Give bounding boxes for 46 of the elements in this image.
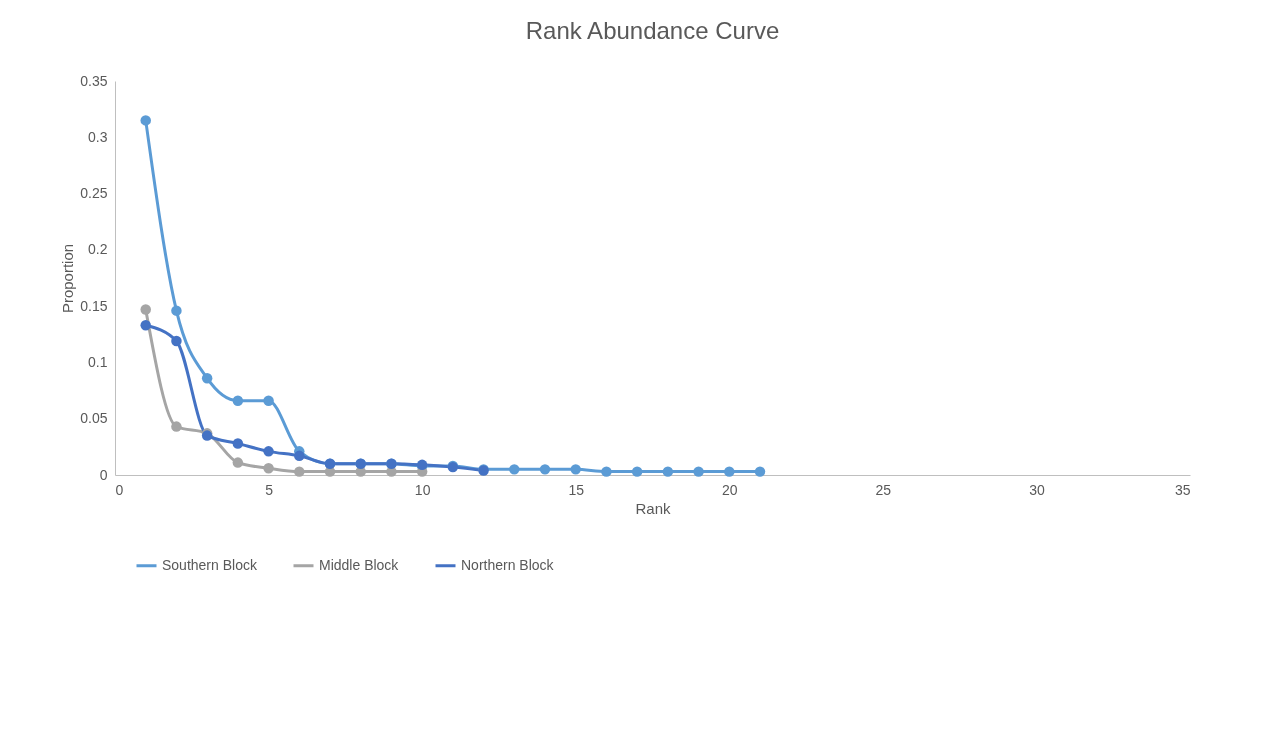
point [232, 395, 244, 406]
legend-label: Middle Block [319, 556, 400, 573]
chart-title: Rank Abundance Curve [525, 17, 780, 44]
x-tick-label: 0 [115, 481, 124, 498]
point [294, 450, 305, 462]
x-axis-title: Rank [635, 499, 671, 517]
x-tick-label: 15 [568, 481, 585, 498]
x-tick-label: 25 [875, 481, 892, 498]
point [171, 305, 182, 316]
point [662, 466, 674, 477]
y-tick-label: 0.25 [80, 185, 108, 202]
point [201, 372, 213, 384]
x-tick-label: 20 [722, 481, 738, 498]
y-tick-label: 0.15 [80, 297, 108, 314]
y-tick-label: 0.1 [88, 353, 108, 370]
point [724, 466, 735, 477]
x-tick-label: 10 [414, 481, 431, 498]
point [263, 446, 274, 457]
point [509, 464, 520, 475]
x-tick-label: 5 [265, 481, 274, 498]
point [294, 466, 305, 477]
point [232, 438, 244, 449]
point [263, 463, 274, 474]
point [232, 457, 244, 468]
y-tick-label: 0.05 [80, 410, 108, 427]
point [693, 466, 704, 477]
point [171, 421, 182, 432]
point [171, 335, 182, 347]
point [140, 304, 151, 315]
point [631, 466, 643, 477]
y-tick-label: 0.2 [88, 241, 108, 258]
point [539, 464, 551, 475]
point [140, 320, 151, 331]
point [570, 464, 581, 475]
point [601, 466, 612, 477]
y-tick-label: 0.3 [88, 128, 108, 145]
point [140, 115, 151, 126]
x-tick-label: 35 [1174, 481, 1191, 498]
point [754, 466, 766, 477]
legend-label: Southern Block [162, 556, 258, 573]
y-axis-title: Proportion [59, 243, 77, 314]
y-tick-label: 0 [99, 466, 108, 483]
legend-label: Northern Block [461, 556, 555, 573]
point [263, 395, 274, 406]
x-tick-label: 30 [1029, 481, 1045, 498]
y-tick-label: 0.35 [80, 72, 108, 89]
